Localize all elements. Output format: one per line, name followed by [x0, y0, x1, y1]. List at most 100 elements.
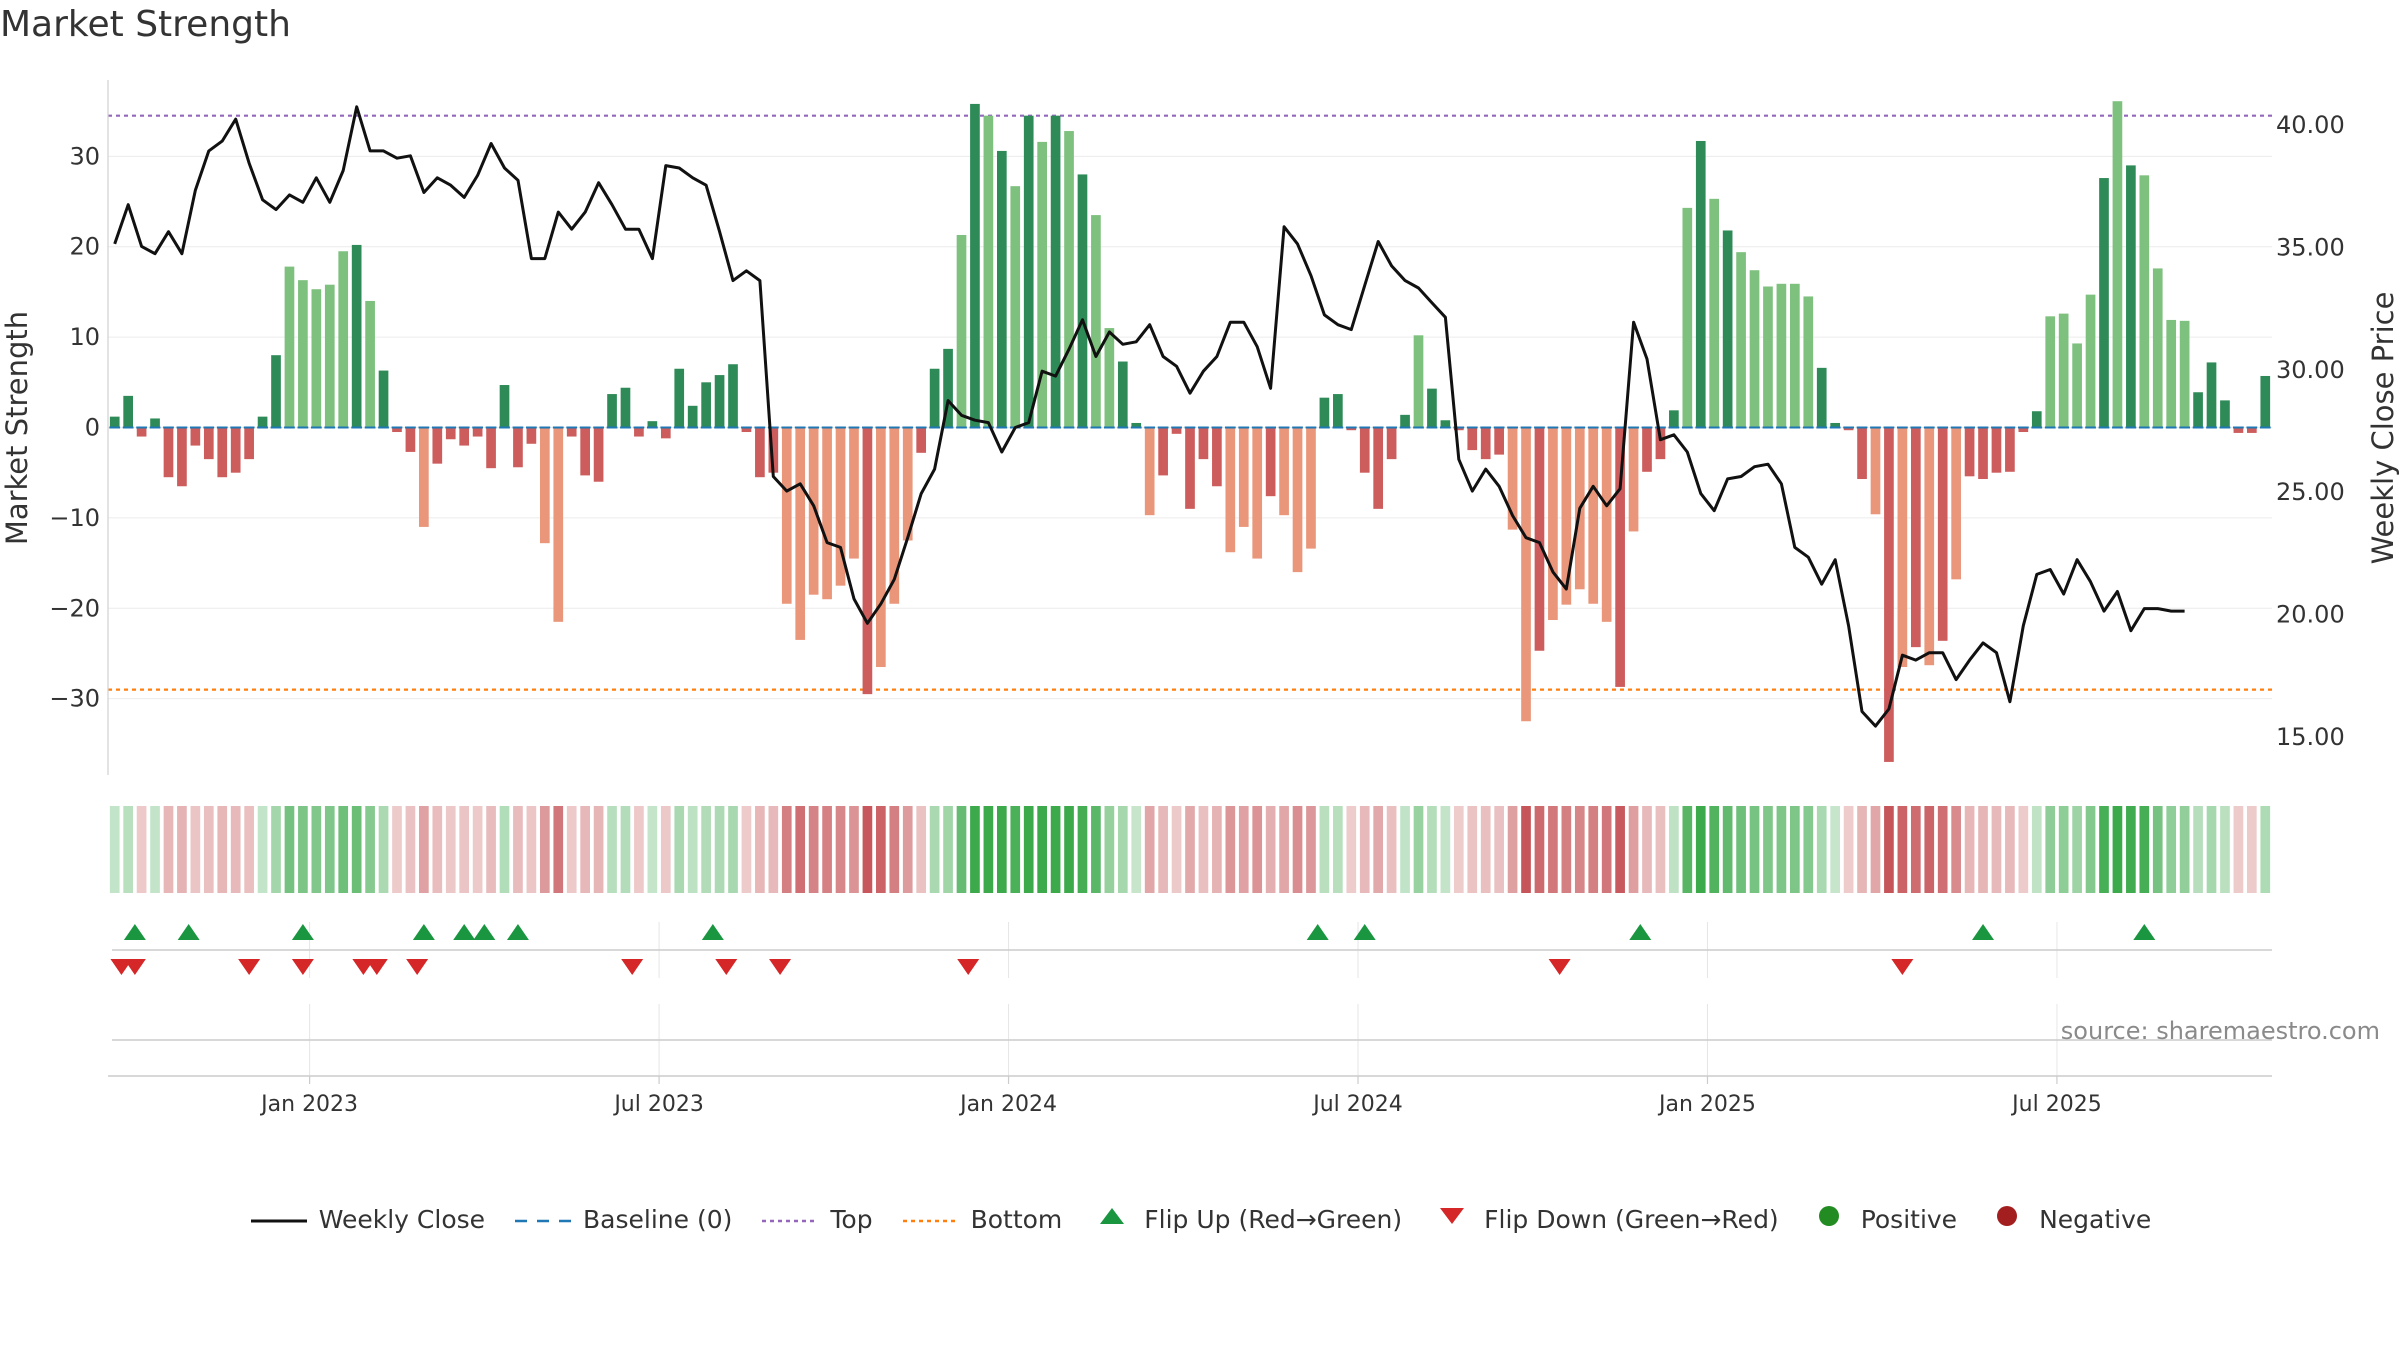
flip-up-marker — [1353, 924, 1376, 940]
heat-cell — [2045, 806, 2056, 893]
strength-bar — [781, 427, 792, 604]
strength-bar — [1951, 427, 1961, 580]
strength-heat-strip — [109, 806, 2271, 893]
legend: Weekly Close Baseline (0) Top Bottom Flip Up… — [0, 1204, 2400, 1234]
heat-cell — [943, 806, 953, 893]
heat-cell — [1319, 806, 1330, 893]
strength-bar — [1413, 335, 1424, 428]
heat-cell — [190, 806, 201, 893]
legend-bottom-icon — [901, 1205, 971, 1234]
heat-cell — [862, 806, 873, 893]
heat-cell — [2152, 806, 2163, 893]
strength-bar — [1857, 427, 1867, 480]
strength-bar — [620, 387, 631, 428]
y-right-tick-label: 35.00 — [2276, 233, 2345, 261]
strength-bar — [1037, 141, 1047, 428]
heat-cell — [123, 806, 134, 893]
strength-bar — [1238, 427, 1249, 527]
heat-cell — [607, 806, 617, 893]
legend-baseline-label: Baseline (0) — [583, 1204, 733, 1234]
flip-down-marker — [238, 959, 261, 975]
weekly-close-line — [113, 105, 2185, 728]
heat-cell — [1763, 806, 1773, 893]
heat-cell — [257, 806, 268, 893]
heat-cell — [741, 806, 752, 893]
strength-bar — [324, 284, 335, 428]
y-left-axis-title: Market Strength — [0, 311, 34, 545]
strength-bar — [351, 244, 362, 428]
strength-bar — [1400, 414, 1410, 428]
strength-bar — [2045, 316, 2056, 428]
strength-bar — [808, 427, 819, 595]
strength-bar — [150, 418, 160, 428]
flip-down-marker — [957, 959, 980, 975]
heat-cell — [2179, 806, 2190, 893]
heat-cell — [2126, 806, 2136, 893]
strength-bar — [2139, 175, 2150, 428]
heat-cell — [593, 806, 604, 893]
strength-bar — [1319, 397, 1330, 428]
heat-cell — [109, 806, 120, 893]
flip-up-marker — [291, 924, 314, 940]
heat-cell — [1574, 806, 1585, 893]
heat-cell — [1131, 806, 1142, 893]
strength-bar — [136, 427, 147, 437]
strength-bar — [1763, 286, 1773, 428]
x-tick-label: Jul 2025 — [2010, 1092, 2102, 1117]
heat-cell — [849, 806, 859, 893]
flip-up-marker — [1972, 924, 1995, 940]
strength-bar — [1803, 296, 1814, 428]
strength-bar — [1292, 427, 1303, 573]
strength-bar — [1131, 422, 1142, 428]
heat-cell — [392, 806, 402, 893]
heat-cell — [2085, 806, 2096, 893]
heat-cell — [1346, 806, 1357, 893]
strength-bar — [1843, 427, 1854, 431]
strength-bar — [2018, 427, 2029, 433]
heat-cell — [1615, 806, 1625, 893]
flip-up-marker — [177, 924, 200, 940]
strength-bar — [755, 427, 765, 478]
strength-bar — [593, 427, 604, 482]
flip-up-marker — [1306, 924, 1329, 940]
strength-bar — [983, 115, 994, 428]
strength-bar — [1144, 427, 1155, 516]
legend-top-icon — [760, 1205, 830, 1234]
strength-bar — [1480, 427, 1491, 460]
source-label: source: sharemaestro.com — [2061, 1017, 2380, 1045]
heat-cell — [1803, 806, 1814, 893]
strength-bar — [1091, 215, 1101, 428]
heat-cell — [1185, 806, 1195, 893]
heat-cell — [499, 806, 510, 893]
heat-cell — [755, 806, 765, 893]
heat-cell — [2031, 806, 2042, 893]
strength-bar — [2166, 319, 2177, 428]
strength-bar — [1991, 427, 2002, 473]
chart-title: Market Strength — [0, 4, 291, 45]
strength-bar — [566, 427, 577, 437]
flip-up-marker — [473, 924, 496, 940]
heat-cell — [365, 806, 375, 893]
strength-bar — [123, 395, 134, 428]
y-right-tick-label: 30.00 — [2276, 356, 2345, 384]
strength-bar — [1306, 427, 1316, 549]
heat-cell — [808, 806, 819, 893]
heat-cell — [2018, 806, 2029, 893]
heat-cell — [1413, 806, 1424, 893]
legend-flip-down-label: Flip Down (Green→Red) — [1484, 1204, 1779, 1234]
heat-cell — [1588, 806, 1599, 893]
strength-bar — [1467, 427, 1478, 451]
strength-bar — [1373, 427, 1384, 509]
weekly-close-line — [113, 105, 2185, 728]
heat-cell — [1722, 806, 1733, 893]
y-right-tick-label: 15.00 — [2276, 723, 2345, 751]
legend-flip-up-label: Flip Up (Red→Green) — [1144, 1204, 1403, 1234]
legend-bottom: Bottom — [901, 1205, 1062, 1234]
strength-bar — [835, 427, 846, 586]
y-left-tick-label: 10 — [69, 323, 100, 351]
strength-bar — [795, 427, 806, 640]
strength-bar — [2246, 427, 2257, 433]
legend-weekly-close-icon — [249, 1205, 319, 1234]
strength-bar — [580, 427, 590, 476]
legend-positive-label: Positive — [1860, 1204, 1958, 1234]
